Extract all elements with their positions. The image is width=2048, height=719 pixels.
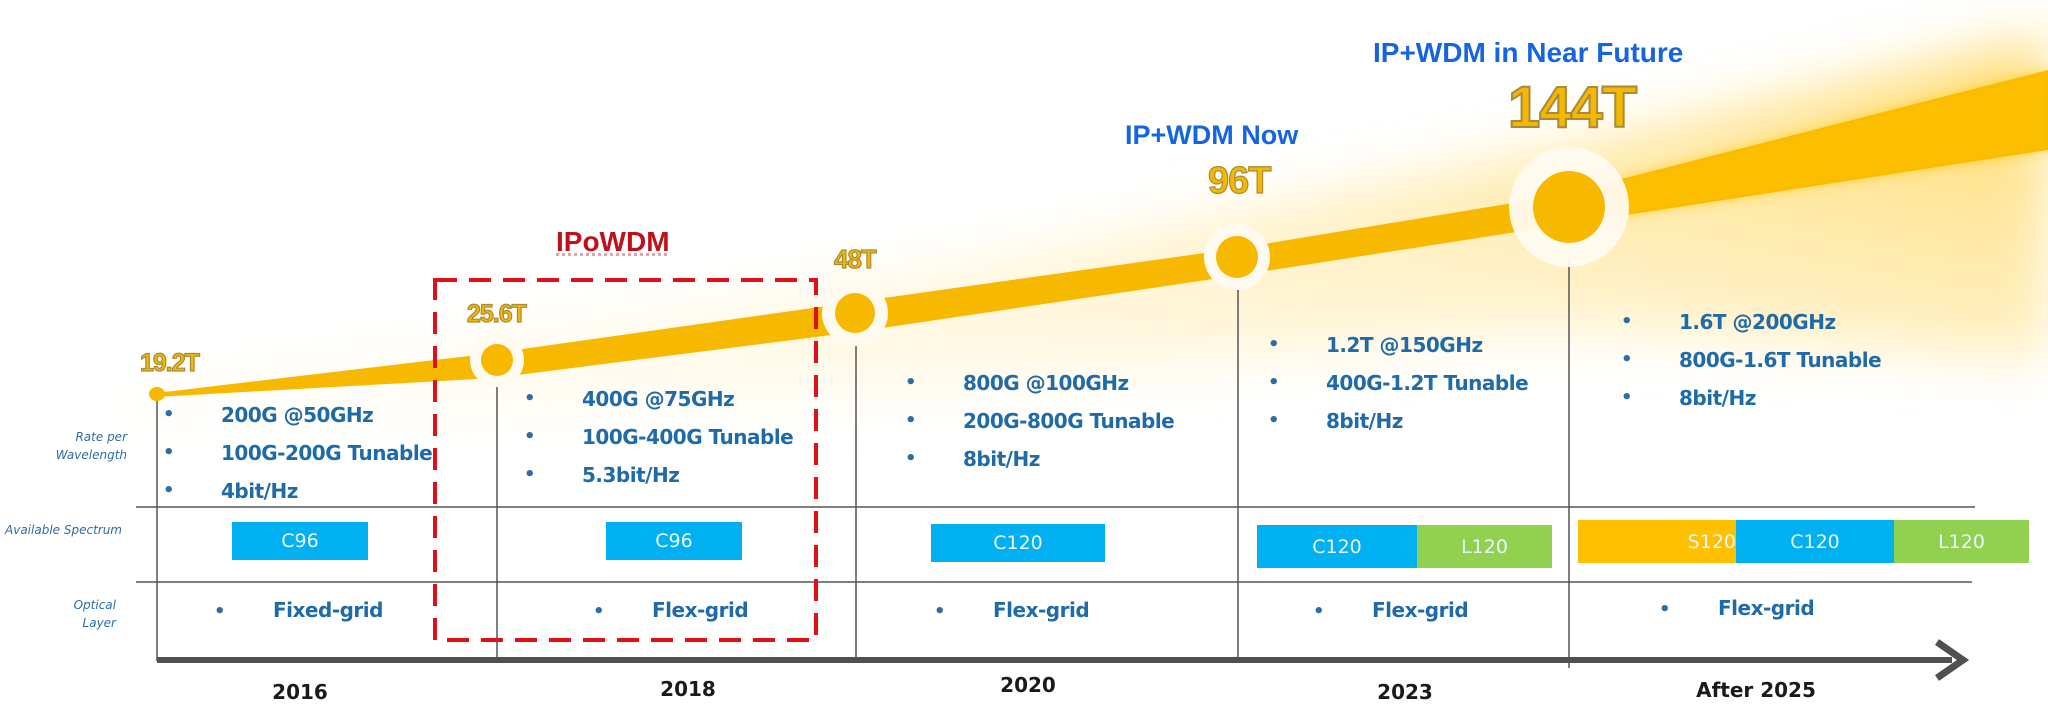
- row-label-rate: Rate per Wavelength: [30, 428, 127, 464]
- row-label-optical-line1: Optical: [73, 598, 116, 612]
- grid-type-2018: • Flex-grid: [593, 598, 749, 622]
- phase-title-now: IP+WDM Now: [1125, 120, 1299, 150]
- milestone-label-2016: 19.2T: [139, 348, 200, 377]
- rate-item: 8bit/Hz: [1268, 402, 1528, 440]
- rate-list-2020: 800G @100GHz 200G-800G Tunable 8bit/Hz: [905, 364, 1175, 478]
- phase-title-future: IP+WDM in Near Future: [1373, 37, 1684, 68]
- milestone-label-2023: 96T: [1207, 159, 1272, 202]
- bullet-icon: •: [1659, 599, 1671, 620]
- rate-item: 1.2T @150GHz: [1268, 326, 1528, 364]
- year-label-2023: 2023: [1377, 680, 1433, 704]
- band-l120-2023: L120: [1417, 525, 1552, 568]
- milestone-label-2020: 48T: [833, 243, 877, 274]
- year-label-future: After 2025: [1696, 678, 1816, 702]
- row-label-rate-line2: Wavelength: [55, 448, 127, 462]
- rate-item: 100G-200G Tunable: [163, 434, 433, 472]
- grid-type-label: Flex-grid: [1372, 598, 1469, 622]
- trend-glow: [120, 40, 2048, 420]
- rate-item: 8bit/Hz: [1621, 379, 1881, 417]
- grid-type-label: Flex-grid: [652, 598, 749, 622]
- rate-item: 200G @50GHz: [163, 396, 432, 434]
- milestone-connectors: [156, 258, 1570, 668]
- grid-type-label: Flex-grid: [1718, 596, 1815, 620]
- milestone-label-future: 144T: [1507, 74, 1638, 141]
- phase-title-ipowdm: IPoWDM: [556, 226, 670, 257]
- grid-type-future: • Flex-grid: [1659, 596, 1815, 620]
- milestone-label-2018: 25.6T: [466, 299, 527, 328]
- band-c96-2018: C96: [606, 522, 742, 560]
- row-label-spectrum: Available Spectrum: [5, 523, 122, 537]
- year-label-2020: 2020: [1000, 673, 1056, 697]
- rate-list-2018: 400G @75GHz 100G-400G Tunable 5.3bit/Hz: [524, 380, 794, 494]
- rate-item: 4bit/Hz: [163, 472, 432, 510]
- rate-item: 8bit/Hz: [905, 440, 1174, 478]
- rate-item: 100G-400G Tunable: [524, 418, 794, 456]
- rate-item: 800G @100GHz: [905, 364, 1174, 402]
- rate-item: 5.3bit/Hz: [524, 456, 793, 494]
- grid-type-label: Fixed-grid: [273, 598, 383, 622]
- time-axis-arrow: [157, 639, 1970, 681]
- year-label-2016: 2016: [272, 680, 328, 704]
- grid-type-2020: • Flex-grid: [934, 598, 1090, 622]
- row-label-rate-line1: Rate per: [75, 430, 127, 444]
- rate-item: 1.6T @200GHz: [1621, 303, 1881, 341]
- rate-item: 400G-1.2T Tunable: [1268, 364, 1529, 402]
- bullet-icon: •: [214, 601, 226, 622]
- band-c120-2023: C120: [1257, 525, 1417, 568]
- rate-item: 800G-1.6T Tunable: [1621, 341, 1882, 379]
- rate-list-2023: 1.2T @150GHz 400G-1.2T Tunable 8bit/Hz: [1268, 326, 1529, 440]
- row-label-optical-line2: Layer: [82, 616, 116, 630]
- bullet-icon: •: [1313, 601, 1325, 622]
- row-label-optical: Optical Layer: [40, 596, 116, 632]
- rate-item: 200G-800G Tunable: [905, 402, 1175, 440]
- band-c120-future: C120: [1736, 520, 1894, 563]
- rate-list-future: 1.6T @200GHz 800G-1.6T Tunable 8bit/Hz: [1621, 303, 1882, 417]
- rate-list-2016: 200G @50GHz 100G-200G Tunable 4bit/Hz: [163, 396, 433, 510]
- band-c120-2020: C120: [931, 524, 1105, 562]
- grid-type-label: Flex-grid: [993, 598, 1090, 622]
- grid-type-2016: • Fixed-grid: [214, 598, 383, 622]
- bullet-icon: •: [593, 601, 605, 622]
- grid-type-2023: • Flex-grid: [1313, 598, 1469, 622]
- milestone-markers: [149, 147, 1629, 401]
- band-l120-future: L120: [1894, 520, 2029, 563]
- ipowdm-dashed-box: [433, 278, 818, 642]
- row-separators: [136, 506, 1975, 583]
- bullet-icon: •: [934, 601, 946, 622]
- trend-band: [156, 70, 2048, 397]
- band-s120-future: S120: [1578, 520, 1736, 563]
- rate-item: 400G @75GHz: [524, 380, 793, 418]
- year-label-2018: 2018: [660, 677, 716, 701]
- band-c96-2016: C96: [232, 522, 368, 560]
